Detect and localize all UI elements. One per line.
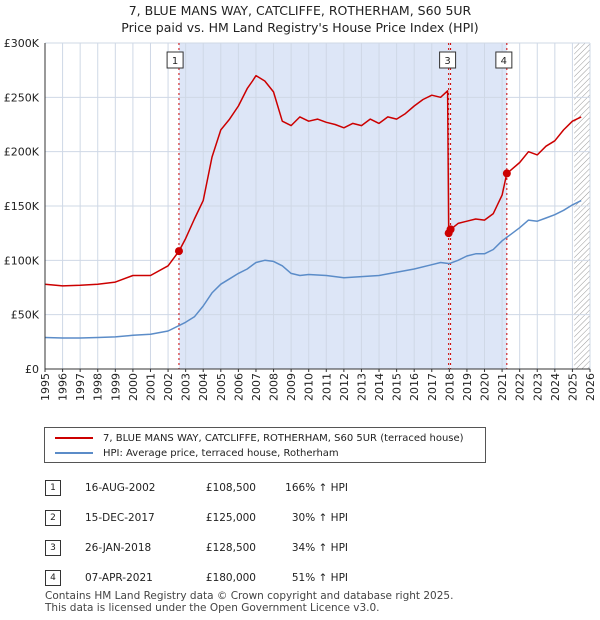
- table-row: 2 15-DEC-2017 £125,000 30% ↑ HPI: [45, 503, 348, 533]
- y-tick-label: £0: [25, 363, 39, 376]
- x-tick-label: 2015: [391, 373, 404, 401]
- x-tick-label: 1997: [74, 373, 87, 401]
- transaction-number: 4: [45, 570, 61, 586]
- transactions-table: 1 16-AUG-2002 £108,500 166% ↑ HPI 2 15-D…: [45, 473, 348, 593]
- transaction-price: £128,500: [205, 542, 256, 554]
- transaction-date: 15-DEC-2017: [85, 512, 155, 524]
- transaction-hpi: 30% ↑ HPI: [291, 512, 348, 524]
- footer-license: This data is licensed under the Open Gov…: [45, 602, 380, 614]
- marker-label-box: [439, 51, 457, 69]
- legend-hpi-swatch: [55, 452, 93, 454]
- x-tick-label: 2010: [303, 373, 316, 401]
- marker-label-text: 4: [501, 56, 507, 67]
- table-row: 4 07-APR-2021 £180,000 51% ↑ HPI: [45, 563, 348, 593]
- x-tick-label: 2023: [531, 373, 544, 401]
- transaction-number: 3: [45, 540, 61, 556]
- transaction-date: 16-AUG-2002: [85, 482, 156, 494]
- y-tick-label: £200K: [4, 146, 40, 159]
- x-tick-label: 1995: [39, 373, 52, 401]
- transaction-date: 07-APR-2021: [85, 572, 153, 584]
- x-tick-label: 2021: [496, 373, 509, 401]
- y-tick-label: £50K: [11, 309, 40, 322]
- x-tick-label: 2020: [479, 373, 492, 401]
- x-tick-label: 2017: [426, 373, 439, 401]
- x-tick-label: 2000: [127, 373, 140, 401]
- marker-label-box: [166, 51, 184, 69]
- x-tick-label: 2014: [373, 373, 386, 401]
- x-tick-label: 2006: [232, 373, 245, 401]
- table-row: 3 26-JAN-2018 £128,500 34% ↑ HPI: [45, 533, 348, 563]
- chart-title: 7, BLUE MANS WAY, CATCLIFFE, ROTHERHAM, …: [128, 3, 472, 18]
- x-tick-label: 2016: [408, 373, 421, 401]
- legend-item-hpi: HPI: Average price, terraced house, Roth…: [55, 446, 339, 460]
- transaction-hpi: 166% ↑ HPI: [285, 482, 348, 494]
- sale-marker-dot: [174, 247, 183, 256]
- transaction-price: £108,500: [205, 482, 256, 494]
- x-tick-label: 2001: [144, 373, 157, 401]
- x-tick-label: 2018: [443, 373, 456, 401]
- x-tick-label: 2011: [320, 373, 333, 401]
- x-tick-label: 2019: [461, 373, 474, 401]
- footer: Contains HM Land Registry data © Crown c…: [45, 590, 453, 614]
- x-tick-label: 2002: [162, 373, 175, 401]
- price-chart: 1 3 4 £0 £50K £100K £150K £200K £250K £300K 1995 19…: [4, 37, 597, 401]
- table-row: 1 16-AUG-2002 £108,500 166% ↑ HPI: [45, 473, 348, 503]
- transaction-number: 2: [45, 510, 61, 526]
- legend-property-label: 7, BLUE MANS WAY, CATCLIFFE, ROTHERHAM, …: [103, 432, 464, 444]
- legend-item-property: 7, BLUE MANS WAY, CATCLIFFE, ROTHERHAM, …: [55, 431, 464, 445]
- y-tick-label: £150K: [4, 200, 40, 213]
- transaction-price: £125,000: [205, 512, 256, 524]
- legend-property-swatch: [55, 437, 93, 439]
- x-tick-label: 2004: [197, 373, 210, 401]
- chart-subtitle: Price paid vs. HM Land Registry's House …: [121, 20, 479, 35]
- y-tick-label: £250K: [4, 91, 40, 104]
- x-tick-label: 1999: [109, 373, 122, 401]
- y-tick-label: £100K: [4, 254, 40, 267]
- y-tick-label: £300K: [4, 37, 40, 50]
- x-tick-label: 2013: [355, 373, 368, 401]
- sale-marker-dot: [446, 225, 455, 234]
- marker-label-box: [495, 51, 513, 69]
- x-tick-label: 2003: [180, 373, 193, 401]
- x-tick-label: 2022: [514, 373, 527, 401]
- x-tick-label: 2025: [566, 373, 579, 401]
- transaction-hpi: 34% ↑ HPI: [291, 542, 348, 554]
- x-tick-label: 2026: [584, 373, 597, 401]
- transaction-hpi: 51% ↑ HPI: [291, 572, 348, 584]
- x-tick-label: 1996: [57, 373, 70, 401]
- hpi-line: [44, 199, 582, 339]
- transaction-number: 1: [45, 480, 61, 496]
- x-tick-label: 2007: [250, 373, 263, 401]
- legend: 7, BLUE MANS WAY, CATCLIFFE, ROTHERHAM, …: [44, 427, 486, 463]
- property-price-line: [44, 74, 582, 287]
- x-tick-label: 2008: [268, 373, 281, 401]
- x-tick-label: 2005: [215, 373, 228, 401]
- footer-copyright: Contains HM Land Registry data © Crown c…: [45, 590, 454, 602]
- x-tick-label: 2024: [549, 373, 562, 401]
- marker-label-text: 1: [172, 56, 178, 67]
- legend-hpi-label: HPI: Average price, terraced house, Roth…: [103, 447, 339, 459]
- x-tick-label: 2012: [338, 373, 351, 401]
- x-tick-label: 1998: [92, 373, 105, 401]
- x-tick-label: 2009: [285, 373, 298, 401]
- transaction-date: 26-JAN-2018: [85, 542, 152, 554]
- sale-marker-dot: [502, 169, 511, 178]
- transaction-price: £180,000: [205, 572, 256, 584]
- marker-label-text: 3: [444, 56, 450, 67]
